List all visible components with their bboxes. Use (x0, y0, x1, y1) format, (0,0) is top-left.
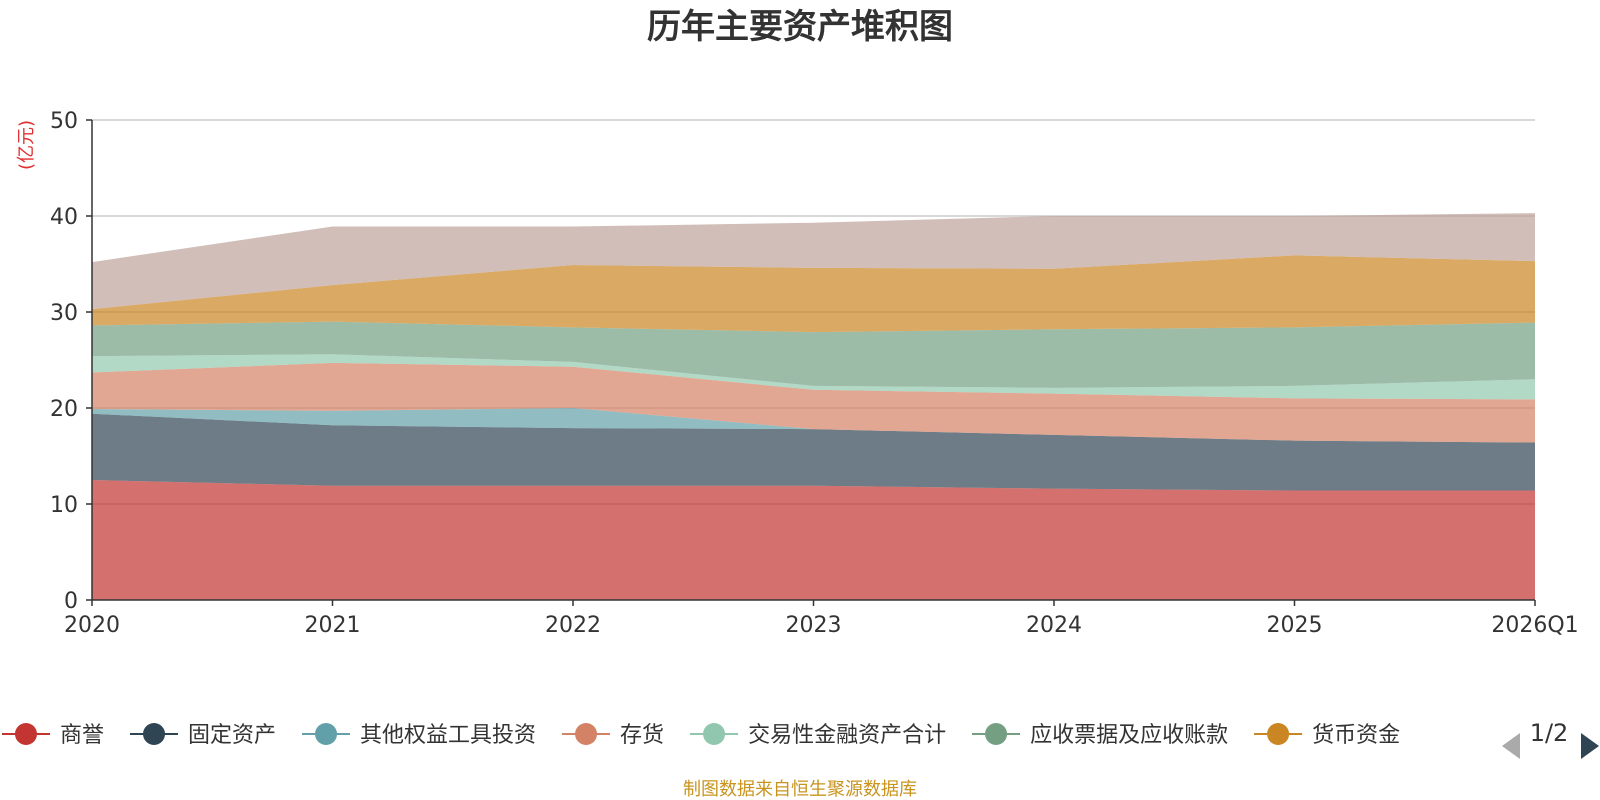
chart-title: 历年主要资产堆积图 (647, 7, 953, 47)
x-tick-label-1: 2021 (305, 613, 361, 638)
legend-label: 商誉 (60, 723, 104, 748)
y-axis-label: (亿元) (16, 120, 37, 170)
legend-label: 固定资产 (188, 723, 276, 748)
legend: 商誉 固定资产 其他权益工具投资 存货 交易性金融资产合计 应收票据及应收账款 货币资金 (2, 723, 1400, 748)
legend-marker-icon (703, 723, 726, 745)
legend-marker-icon (15, 723, 37, 745)
area-series-2[interactable] (92, 408, 1535, 443)
area-series-6[interactable] (92, 255, 1535, 333)
x-tick-label-0: 2020 (64, 613, 120, 638)
legend-next-page-icon[interactable] (1581, 733, 1599, 759)
y-tick-label-40: 40 (50, 205, 78, 230)
area-series-5[interactable] (92, 321, 1535, 388)
legend-label: 存货 (620, 723, 664, 748)
area-series-7[interactable] (92, 213, 1535, 310)
legend-label: 交易性金融资产合计 (748, 723, 946, 748)
area-series-3[interactable] (92, 362, 1535, 443)
y-tick-label-30: 30 (50, 301, 78, 326)
area-series-0[interactable] (92, 480, 1535, 600)
legend-item-6[interactable]: 货币资金 (1254, 723, 1400, 748)
legend-label: 应收票据及应收账款 (1030, 723, 1228, 748)
legend-marker-icon (143, 723, 166, 745)
y-tick-label-10: 10 (50, 493, 78, 518)
x-tick-label-5: 2025 (1267, 613, 1323, 638)
legend-page-indicator: 1/2 (1530, 719, 1569, 747)
legend-marker-icon (985, 723, 1008, 745)
area-series-1[interactable] (92, 413, 1535, 491)
x-tick-label-2: 2022 (545, 613, 601, 638)
axis-layer: 0 10 20 30 40 50 2020 2021 2022 2023 2024 2025 2026Q… (50, 109, 1579, 638)
legend-item-5[interactable]: 应收票据及应收账款 (972, 723, 1228, 748)
data-source-note: 制图数据来自恒生聚源数据库 (683, 779, 917, 800)
legend-item-4[interactable]: 交易性金融资产合计 (690, 723, 946, 748)
legend-item-1[interactable]: 固定资产 (130, 723, 276, 748)
legend-marker-icon (315, 723, 338, 745)
legend-marker-icon (575, 723, 598, 745)
y-tick-label-0: 0 (64, 589, 78, 614)
x-tick-label-4: 2024 (1026, 613, 1082, 638)
legend-label: 其他权益工具投资 (360, 723, 536, 748)
area-series-4[interactable] (92, 354, 1535, 400)
legend-pager: 1/2 (1502, 719, 1599, 759)
legend-item-0[interactable]: 商誉 (2, 723, 104, 748)
legend-prev-page-icon[interactable] (1502, 733, 1520, 759)
area-layer (92, 213, 1535, 600)
legend-marker-icon (1267, 723, 1290, 745)
legend-label: 货币资金 (1312, 723, 1400, 748)
y-tick-label-20: 20 (50, 397, 78, 422)
y-tick-label-50: 50 (50, 109, 78, 134)
x-tick-label-6: 2026Q1 (1491, 613, 1578, 638)
x-tick-label-3: 2023 (786, 613, 842, 638)
legend-item-3[interactable]: 存货 (562, 723, 664, 748)
legend-item-2[interactable]: 其他权益工具投资 (302, 723, 536, 748)
